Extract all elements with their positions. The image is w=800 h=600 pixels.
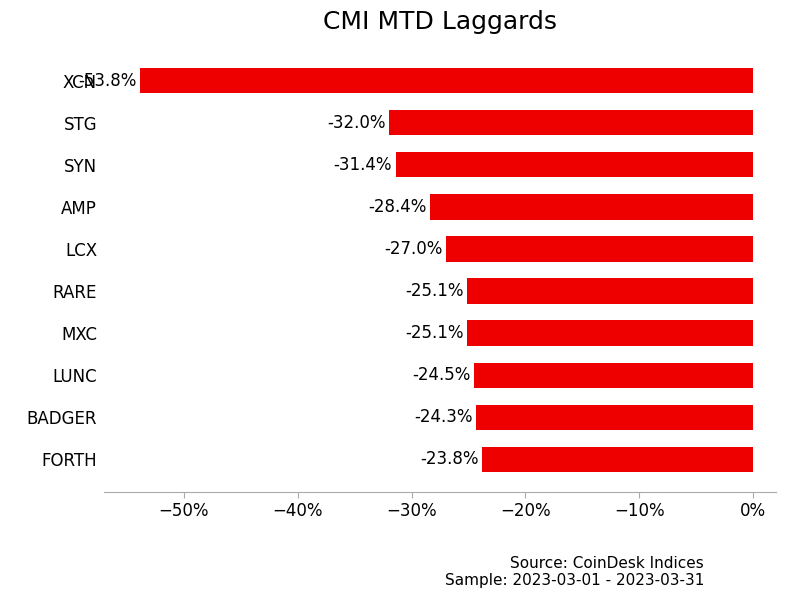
Bar bbox=[430, 194, 754, 220]
Text: Source: CoinDesk Indices
Sample: 2023-03-01 - 2023-03-31: Source: CoinDesk Indices Sample: 2023-03… bbox=[445, 556, 704, 588]
Text: -25.1%: -25.1% bbox=[406, 324, 464, 342]
Bar bbox=[482, 446, 754, 472]
Bar bbox=[467, 278, 754, 304]
Text: -24.5%: -24.5% bbox=[412, 366, 470, 384]
Bar bbox=[477, 404, 754, 430]
Text: -23.8%: -23.8% bbox=[420, 450, 478, 468]
Bar bbox=[467, 320, 754, 346]
Bar bbox=[474, 362, 754, 388]
Text: -27.0%: -27.0% bbox=[384, 240, 442, 258]
Text: -28.4%: -28.4% bbox=[368, 198, 426, 216]
Text: -32.0%: -32.0% bbox=[327, 114, 386, 132]
Bar bbox=[395, 152, 754, 178]
Title: CMI MTD Laggards: CMI MTD Laggards bbox=[323, 10, 557, 34]
Text: -24.3%: -24.3% bbox=[414, 408, 473, 426]
Bar bbox=[141, 68, 754, 94]
Text: -25.1%: -25.1% bbox=[406, 282, 464, 300]
Text: -53.8%: -53.8% bbox=[78, 72, 137, 90]
Bar bbox=[389, 110, 754, 136]
Bar bbox=[446, 236, 754, 262]
Text: -31.4%: -31.4% bbox=[334, 156, 392, 174]
